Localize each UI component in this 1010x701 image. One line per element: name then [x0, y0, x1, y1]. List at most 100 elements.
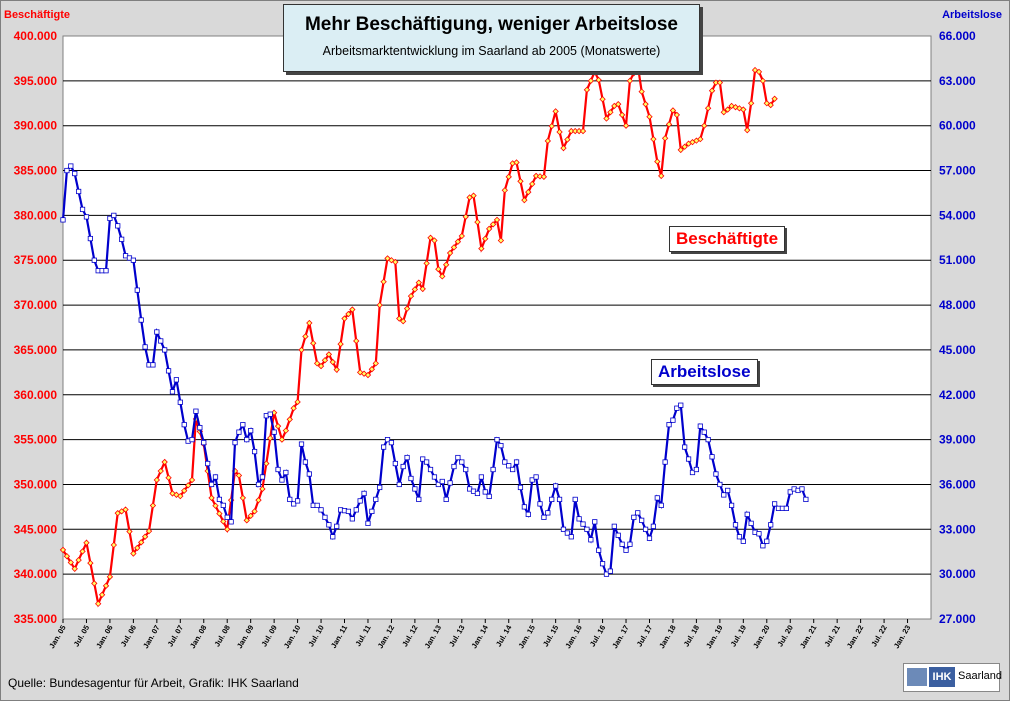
x-tick-label: Jul. 15 [541, 624, 560, 649]
data-point-arbeitslose [662, 459, 668, 465]
x-tick-label: Jan. 18 [657, 624, 678, 651]
data-point-beschaeftigte [106, 573, 114, 581]
x-tick-label: Jan. 19 [704, 624, 725, 651]
x-tick-label: Jan. 22 [845, 624, 866, 651]
x-tick-label: Jul. 22 [869, 624, 888, 649]
left-axis-title: Beschäftigte [4, 9, 71, 21]
data-point-arbeitslose [318, 507, 324, 513]
data-point-beschaeftigte [462, 213, 469, 220]
x-tick-label: Jul. 10 [306, 624, 325, 649]
data-point-beschaeftigte [654, 158, 661, 165]
data-point-arbeitslose [654, 495, 660, 501]
data-point-arbeitslose [236, 429, 242, 435]
data-point-arbeitslose [150, 362, 156, 368]
x-tick-label: Jan. 13 [423, 624, 444, 651]
data-point-arbeitslose [158, 338, 164, 344]
data-point-arbeitslose [306, 471, 312, 477]
data-point-beschaeftigte [349, 306, 356, 313]
data-point-arbeitslose [365, 520, 371, 526]
data-point-arbeitslose [267, 411, 273, 417]
x-tick-label: Jan. 06 [94, 624, 115, 651]
data-point-arbeitslose [506, 463, 512, 469]
right-axis-title: Arbeitslose [942, 9, 1002, 21]
data-point-arbeitslose [623, 547, 629, 553]
data-point-beschaeftigte [513, 159, 520, 166]
data-point-arbeitslose [760, 543, 766, 549]
data-point-beschaeftigte [716, 79, 724, 86]
left-tick-label: 350.000 [14, 477, 58, 491]
data-point-beschaeftigte [149, 502, 157, 509]
data-point-arbeitslose [212, 474, 219, 480]
right-tick-label: 48.000 [939, 298, 976, 312]
data-point-arbeitslose [334, 523, 340, 529]
data-point-beschaeftigte [63, 553, 71, 560]
data-point-beschaeftigte [556, 128, 563, 136]
data-point-arbeitslose [803, 496, 809, 503]
data-point-beschaeftigte [399, 318, 407, 325]
data-point-arbeitslose [701, 429, 707, 435]
x-tick-label: Jul. 08 [212, 624, 231, 649]
data-point-arbeitslose [611, 523, 617, 529]
data-point-beschaeftigte [380, 278, 387, 285]
right-tick-label: 42.000 [939, 388, 976, 402]
data-point-arbeitslose [678, 402, 684, 408]
data-point-beschaeftigte [157, 467, 164, 475]
data-point-beschaeftigte [431, 237, 438, 244]
data-point-beschaeftigte [454, 238, 462, 245]
x-tick-label: Jan. 17 [610, 624, 631, 651]
left-tick-label: 380.000 [14, 208, 58, 222]
data-point-beschaeftigte [697, 135, 704, 143]
data-point-arbeitslose [416, 496, 422, 503]
data-point-arbeitslose [603, 571, 610, 577]
data-point-beschaeftigte [720, 109, 727, 116]
data-point-arbeitslose [275, 466, 281, 473]
data-point-beschaeftigte [356, 369, 364, 376]
data-point-beschaeftigte [259, 485, 266, 493]
data-point-beschaeftigte [615, 101, 622, 108]
left-tick-label: 375.000 [14, 253, 58, 267]
data-point-arbeitslose [709, 454, 715, 460]
data-point-arbeitslose [553, 483, 559, 489]
data-point-beschaeftigte [188, 476, 196, 484]
data-point-beschaeftigte [486, 225, 493, 233]
data-point-arbeitslose [60, 217, 66, 223]
data-point-arbeitslose [756, 531, 762, 537]
data-point-arbeitslose [674, 405, 680, 411]
data-point-beschaeftigte [333, 366, 340, 373]
logo-text: Saarland [958, 670, 1003, 682]
left-tick-label: 340.000 [14, 567, 58, 581]
data-point-beschaeftigte [560, 144, 567, 152]
data-point-beschaeftigte [407, 292, 415, 300]
data-point-beschaeftigte [646, 113, 653, 120]
data-point-arbeitslose [427, 466, 434, 473]
data-point-arbeitslose [271, 429, 277, 435]
data-point-beschaeftigte [529, 180, 536, 188]
data-point-beschaeftigte [177, 492, 184, 500]
data-point-arbeitslose [502, 459, 508, 465]
title-box: Mehr Beschäftigung, weniger Arbeitslose … [283, 4, 700, 72]
right-tick-label: 33.000 [939, 522, 976, 536]
data-point-arbeitslose [443, 496, 449, 503]
data-point-arbeitslose [388, 440, 395, 446]
data-point-beschaeftigte [376, 301, 383, 309]
data-point-arbeitslose [251, 448, 258, 455]
right-tick-label: 51.000 [939, 253, 976, 267]
x-tick-label: Jul. 13 [447, 624, 466, 649]
right-tick-label: 39.000 [939, 433, 976, 447]
data-point-arbeitslose [208, 481, 215, 488]
data-point-beschaeftigte [364, 371, 372, 379]
left-tick-label: 360.000 [14, 388, 58, 402]
data-point-arbeitslose [177, 399, 183, 405]
data-point-beschaeftigte [392, 258, 399, 266]
data-point-arbeitslose [717, 481, 723, 488]
data-point-beschaeftigte [173, 491, 180, 498]
data-point-arbeitslose [322, 514, 328, 520]
data-point-arbeitslose [545, 510, 551, 516]
data-point-beschaeftigte [294, 398, 301, 406]
data-point-beschaeftigte [239, 494, 247, 502]
data-point-arbeitslose [420, 456, 426, 462]
data-point-beschaeftigte [290, 405, 297, 412]
data-point-beschaeftigte [755, 68, 763, 76]
data-point-beschaeftigte [771, 95, 778, 102]
